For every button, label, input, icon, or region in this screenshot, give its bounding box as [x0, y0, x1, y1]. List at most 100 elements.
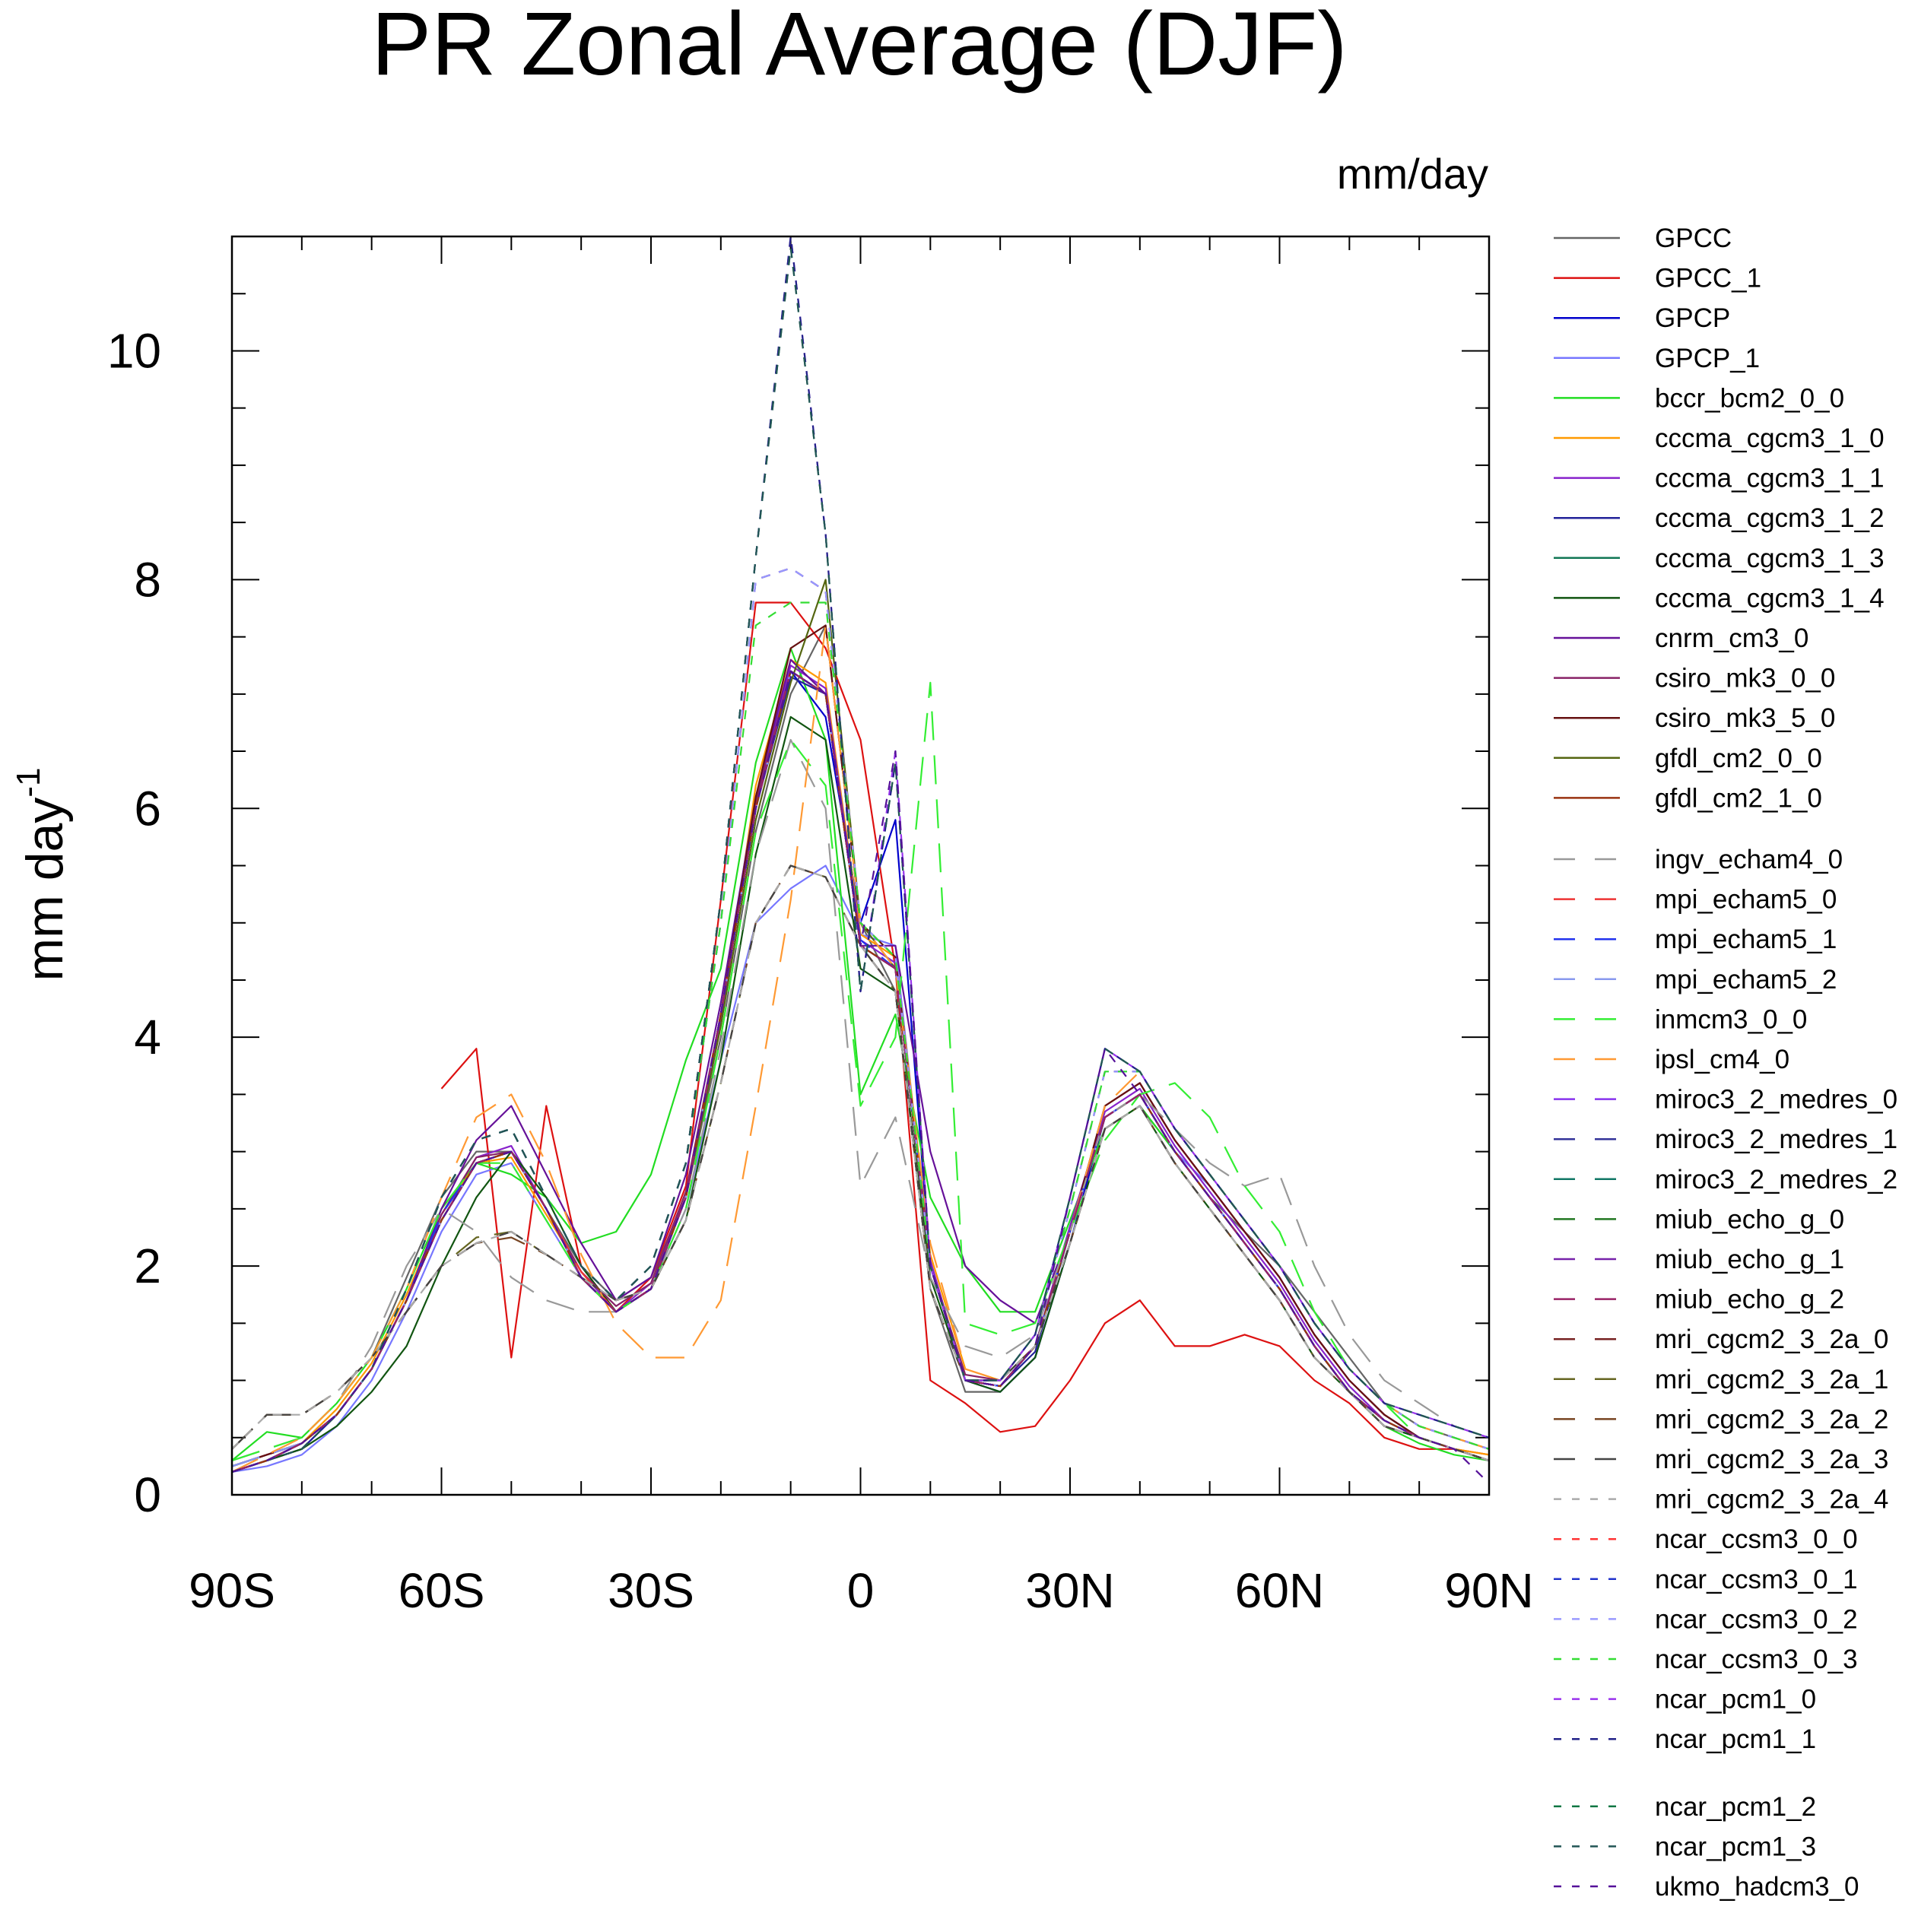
legend-label: bccr_bcm2_0_0	[1655, 383, 1844, 413]
x-tick-label: 90S	[189, 1563, 275, 1618]
legend-label: ipsl_cm4_0	[1655, 1045, 1789, 1074]
legend-label: ncar_ccsm3_0_3	[1655, 1645, 1858, 1674]
x-tick-label: 90N	[1444, 1563, 1533, 1618]
series-line-mpi_echam5_2	[231, 670, 1490, 1467]
series-line-ncar_ccsm3_0_3	[231, 601, 1490, 1473]
legend-label: gfdl_cm2_1_0	[1655, 783, 1822, 813]
legend-label: ncar_pcm1_3	[1655, 1832, 1816, 1861]
legend-label: miroc3_2_medres_2	[1655, 1165, 1897, 1194]
series-line-mri_cgcm2_3_2a_4	[231, 864, 1490, 1461]
series-line-miub_echo_g_1	[231, 670, 1490, 1473]
legend-label: mri_cgcm2_3_2a_0	[1655, 1324, 1888, 1354]
series-line-ncar_ccsm3_0_0	[231, 567, 1490, 1473]
legend-label: cccma_cgcm3_1_3	[1655, 544, 1885, 573]
legend-label: mri_cgcm2_3_2a_1	[1655, 1365, 1888, 1394]
series-line-ncar_pcm1_3	[231, 246, 1490, 1473]
legend-label: cccma_cgcm3_1_2	[1655, 503, 1885, 533]
series-line-bccr_bcm2_0_0	[231, 647, 1490, 1461]
series-line-cccma_cgcm3_1_0	[231, 658, 1490, 1467]
legend-label: mpi_echam5_0	[1655, 885, 1837, 915]
legend-label: ncar_ccsm3_0_1	[1655, 1565, 1858, 1594]
legend-label: gfdl_cm2_0_0	[1655, 744, 1822, 773]
axis-ticks	[231, 236, 1490, 1496]
legend-label: GPCP_1	[1655, 344, 1760, 373]
legend-label: ingv_echam4_0	[1655, 845, 1843, 874]
legend-label: ncar_ccsm3_0_2	[1655, 1604, 1858, 1634]
series-line-mri_cgcm2_3_2a_2	[231, 864, 1490, 1461]
series-line-miroc3_2_medres_0	[231, 670, 1490, 1473]
series-line-GPCC_1	[440, 601, 1490, 1456]
series-line-miroc3_2_medres_2	[231, 670, 1490, 1473]
legend-label: cccma_cgcm3_1_0	[1655, 424, 1885, 453]
legend-label: mpi_echam5_2	[1655, 965, 1837, 995]
legend-label: csiro_mk3_0_0	[1655, 664, 1835, 693]
plot-frame	[230, 235, 1491, 1496]
legend: GPCC GPCC_1 GPCP GPCP_1 bccr_bcm2_0_0 cccma_c…	[1554, 224, 1897, 1902]
legend-label: cnrm_cm3_0	[1655, 623, 1808, 653]
x-tick-label: 0	[847, 1563, 875, 1618]
series-lines	[231, 235, 1490, 1484]
legend-label: cccma_cgcm3_1_1	[1655, 464, 1885, 493]
series-line-cnrm_cm3_0	[231, 658, 1490, 1473]
legend-label: inmcm3_0_0	[1655, 1004, 1807, 1034]
series-line-ncar_pcm1_2	[231, 246, 1490, 1473]
legend-label: mri_cgcm2_3_2a_4	[1655, 1485, 1888, 1515]
series-line-mpi_echam5_1	[231, 670, 1490, 1467]
y-tick-label: 0	[134, 1467, 161, 1522]
series-line-ncar_pcm1_0	[231, 235, 1490, 1473]
legend-label: miub_echo_g_1	[1655, 1245, 1844, 1274]
y-axis-label-text: mm day	[16, 798, 74, 982]
series-line-gfdl_cm2_1_0	[231, 670, 1490, 1473]
y-tick-label: 6	[134, 781, 161, 836]
legend-label: ncar_pcm1_1	[1655, 1724, 1816, 1754]
legend-label: miub_echo_g_2	[1655, 1285, 1844, 1315]
series-line-ukmo_hadcm3_0	[231, 670, 1490, 1484]
x-tick-label: 30S	[608, 1563, 694, 1618]
y-tick-labels: 0 2 4 6 8 10	[107, 323, 161, 1522]
legend-label: ncar_pcm1_0	[1655, 1685, 1816, 1715]
series-line-csiro_mk3_5_0	[231, 624, 1490, 1467]
legend-label: mri_cgcm2_3_2a_2	[1655, 1404, 1888, 1434]
legend-label: miub_echo_g_0	[1655, 1204, 1844, 1234]
legend-label: ukmo_hadcm3_0	[1655, 1872, 1859, 1902]
series-line-GPCC	[370, 624, 1490, 1450]
legend-label: GPCP	[1655, 303, 1730, 333]
svg-text:mm day-1: mm day-1	[10, 768, 74, 982]
series-line-cccma_cgcm3_1_1	[231, 665, 1490, 1467]
legend-label: mpi_echam5_1	[1655, 925, 1837, 954]
series-line-mri_cgcm2_3_2a_1	[231, 864, 1490, 1461]
y-tick-label: 10	[107, 323, 161, 378]
legend-label: ncar_ccsm3_0_0	[1655, 1524, 1858, 1554]
y-tick-label: 8	[134, 552, 161, 607]
series-line-gfdl_cm2_0_0	[231, 579, 1490, 1473]
series-line-ipsl_cm4_0	[231, 624, 1490, 1473]
series-line-ncar_ccsm3_0_2	[231, 567, 1490, 1473]
series-line-mri_cgcm2_3_2a_3	[231, 864, 1490, 1461]
series-line-csiro_mk3_0_0	[231, 670, 1490, 1467]
x-tick-label: 60S	[399, 1563, 485, 1618]
series-line-cccma_cgcm3_1_3	[231, 670, 1490, 1473]
legend-label: miroc3_2_medres_1	[1655, 1125, 1897, 1154]
y-tick-label: 2	[134, 1239, 161, 1293]
y-tick-label: 4	[134, 1010, 161, 1064]
legend-label: csiro_mk3_5_0	[1655, 703, 1835, 733]
y-axis-label: mm day-1	[10, 768, 74, 982]
series-line-mri_cgcm2_3_2a_0	[231, 864, 1490, 1461]
x-tick-label: 30N	[1025, 1563, 1114, 1618]
y-axis-label-superscript: -1	[10, 768, 47, 798]
legend-label: GPCC	[1655, 224, 1732, 253]
series-line-miub_echo_g_0	[231, 670, 1490, 1473]
chart-title: PR Zonal Average (DJF)	[371, 0, 1347, 94]
series-line-miub_echo_g_2	[231, 670, 1490, 1473]
series-line-inmcm3_0_0	[231, 681, 1490, 1461]
legend-label: miroc3_2_medres_0	[1655, 1085, 1897, 1115]
x-tick-labels: 90S 60S 30S 0 30N 60N 90N	[189, 1563, 1534, 1618]
series-line-mpi_echam5_0	[231, 670, 1490, 1467]
series-line-GPCP_1	[231, 864, 1490, 1473]
x-tick-label: 60N	[1235, 1563, 1324, 1618]
series-line-GPCP	[231, 670, 1490, 1473]
legend-label: GPCC_1	[1655, 264, 1761, 293]
legend-label: cccma_cgcm3_1_4	[1655, 583, 1885, 613]
series-line-cccma_cgcm3_1_2	[231, 676, 1490, 1473]
